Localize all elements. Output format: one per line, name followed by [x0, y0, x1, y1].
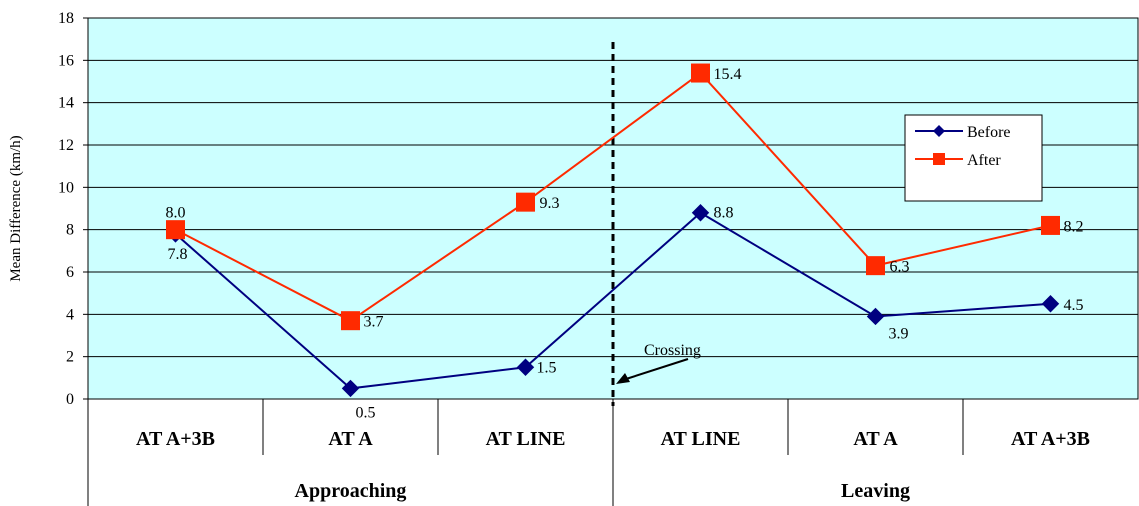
y-tick-label: 18: [58, 10, 74, 27]
crossing-annotation: Crossing: [616, 342, 701, 384]
crossing-label: Crossing: [644, 342, 701, 359]
data-label-after: 6.3: [890, 259, 910, 276]
crossing-arrow-head: [616, 373, 630, 384]
series-line-after: [175, 71, 1051, 322]
y-axis-label: Mean Difference (km/h): [8, 135, 24, 281]
data-label-before: 7.8: [168, 246, 188, 263]
series-layer: 7.8 0.5 1.5 8.8 3.9 4.5 8.0 3.7 9.3 15.4 6.3 8.2: [166, 63, 1084, 421]
x-tick-label: AT A: [328, 428, 373, 450]
legend-label-after: After: [967, 152, 1001, 169]
series-line-before: [174, 211, 1051, 390]
crossing-arrow: [625, 358, 689, 380]
legend: Before After: [904, 114, 1043, 202]
data-point-before: [1041, 295, 1060, 313]
data-label-before: 8.8: [714, 205, 734, 222]
data-point-before: [866, 307, 885, 326]
data-label-before: 0.5: [356, 404, 376, 421]
y-tick-label: 12: [58, 137, 74, 154]
data-label-after: 3.7: [364, 314, 384, 331]
y-tick-label: 16: [58, 52, 74, 69]
x-group-label: Approaching: [295, 480, 407, 502]
data-point-after: [341, 311, 360, 331]
x-tick-label: AT A: [853, 428, 898, 450]
data-label-before: 1.5: [537, 359, 557, 376]
legend-marker-before: [933, 125, 945, 137]
y-tick-label: 8: [66, 222, 74, 239]
data-label-before: 3.9: [889, 325, 909, 342]
data-point-before: [691, 204, 710, 222]
data-point-after: [516, 192, 535, 212]
data-label-after: 9.3: [540, 195, 560, 212]
data-point-after: [1041, 215, 1060, 235]
x-tick-label: AT LINE: [661, 428, 741, 450]
y-tick-label: 0: [66, 391, 74, 408]
x-axis: AT A+3B AT A AT LINE AT LINE AT A AT A+3B Appr…: [87, 399, 1090, 506]
data-point-after: [866, 256, 885, 276]
data-point-before: [341, 379, 360, 398]
data-point-before: [516, 358, 535, 376]
data-label-after: 8.2: [1064, 218, 1084, 235]
legend-marker-after: [933, 153, 945, 165]
y-tick-label: 2: [66, 349, 74, 366]
x-tick-label: AT LINE: [486, 428, 566, 450]
x-tick-label: AT A+3B: [1011, 428, 1090, 450]
y-axis-ticks: 0 2 4 6 8 10 12 14 16 18: [58, 10, 88, 408]
y-tick-label: 10: [58, 179, 74, 196]
legend-label-before: Before: [967, 124, 1011, 141]
x-group-label: Leaving: [841, 480, 910, 502]
y-tick-label: 14: [58, 95, 74, 112]
x-tick-label: AT A+3B: [136, 428, 215, 450]
data-point-after: [691, 63, 710, 83]
data-point-after: [166, 220, 185, 240]
y-tick-label: 6: [66, 264, 74, 281]
data-label-before: 4.5: [1064, 297, 1084, 314]
y-tick-label: 4: [66, 306, 74, 323]
data-label-after: 15.4: [714, 66, 742, 83]
data-label-after: 8.0: [166, 205, 186, 222]
plot-area: [87, 17, 1139, 400]
